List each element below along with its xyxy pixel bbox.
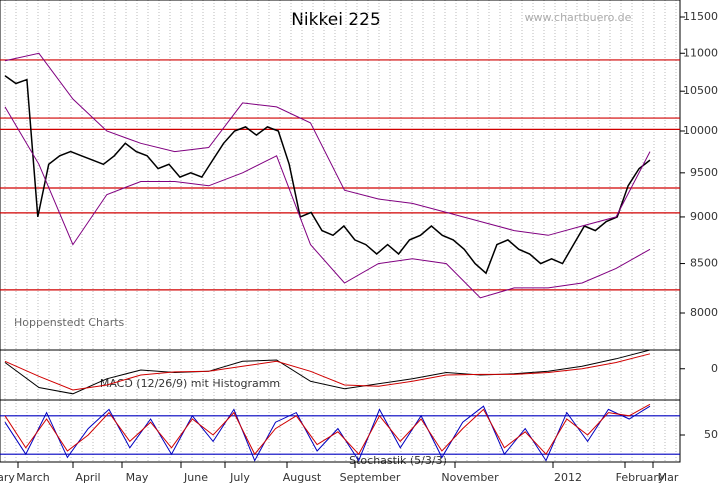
y-tick-label: 9500 bbox=[690, 166, 718, 179]
stoch-label: Stochastik (5/3/3) bbox=[349, 454, 447, 467]
series-line bbox=[4, 405, 651, 462]
y-tick-label: 8000 bbox=[690, 306, 718, 319]
y-tick-label: 10000 bbox=[683, 124, 718, 137]
panel-frame bbox=[0, 399, 681, 463]
x-tick-label: 2012 bbox=[554, 471, 582, 484]
x-tick-label: November bbox=[441, 471, 499, 484]
series-line bbox=[4, 403, 651, 456]
y-tick-label: 9000 bbox=[690, 210, 718, 223]
y-tick-label: 10500 bbox=[683, 84, 718, 97]
series-line bbox=[4, 106, 651, 299]
x-tick-label: March bbox=[16, 471, 50, 484]
y-tick-label: 50 bbox=[704, 428, 718, 441]
series-line bbox=[4, 349, 651, 395]
source: www.chartbuero.de bbox=[525, 11, 632, 24]
y-tick-label: 11500 bbox=[683, 10, 718, 23]
x-tick-label: July bbox=[229, 471, 250, 484]
y-tick-label: 0 bbox=[711, 362, 718, 375]
series-line bbox=[4, 353, 651, 391]
x-tick-label: May bbox=[126, 471, 149, 484]
x-tick-label: August bbox=[283, 471, 322, 484]
x-tick-label: April bbox=[75, 471, 100, 484]
series-line bbox=[4, 75, 651, 275]
x-tick-label: September bbox=[340, 471, 401, 484]
series-line bbox=[4, 52, 651, 236]
annotation: Hoppenstedt Charts bbox=[14, 316, 125, 329]
chart-title: Nikkei 225 bbox=[291, 10, 381, 30]
x-tick-label: ary bbox=[0, 471, 15, 484]
y-tick-label: 11000 bbox=[683, 46, 718, 59]
macd-label: MACD (12/26/9) mit Histogramm bbox=[100, 377, 280, 390]
x-tick-label: June bbox=[183, 471, 208, 484]
y-tick-label: 8500 bbox=[690, 257, 718, 270]
x-tick-label: February bbox=[616, 471, 665, 484]
x-tick-label: Mar bbox=[658, 471, 679, 484]
